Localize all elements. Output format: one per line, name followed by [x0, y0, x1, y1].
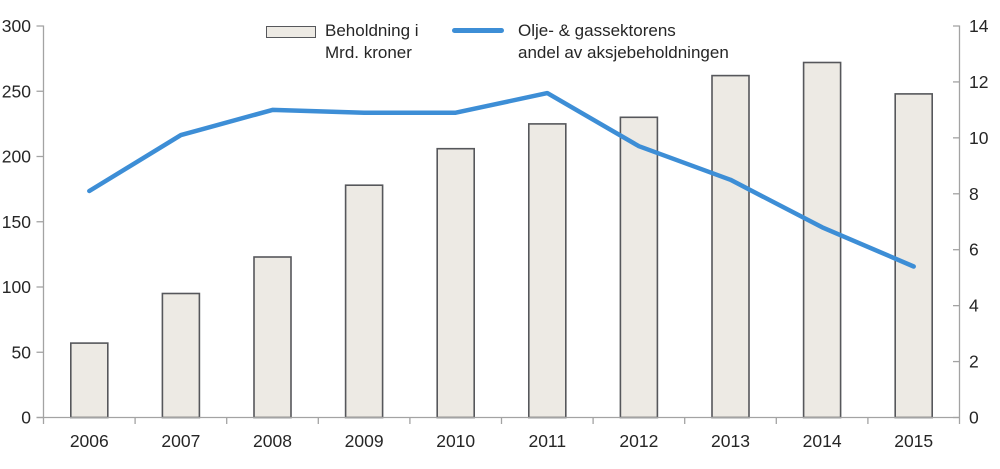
x-axis-category-label: 2009 [345, 431, 384, 451]
left-axis-tick-label: 300 [2, 16, 31, 36]
bar-2006 [70, 342, 109, 419]
left-axis-tick-label: 50 [12, 342, 32, 362]
bar-2009 [344, 184, 384, 419]
legend-label-line: andel av aksjebeholdningen [518, 42, 729, 62]
legend-label-line: Olje- & gassektorens [518, 21, 676, 40]
oil-gas-share-trend-line [87, 90, 916, 269]
bar-2011 [527, 123, 567, 419]
legend-label-line: Mrd. kroner [325, 42, 412, 62]
x-axis-category-label: 2011 [528, 431, 566, 451]
bar-2015 [894, 93, 934, 419]
bar-2012 [619, 116, 659, 419]
legend-label-beholdning: Beholdning i Mrd. kroner [325, 20, 419, 63]
right-axis-tick-label: 10 [969, 128, 989, 148]
x-axis-category-label: 2008 [253, 431, 292, 451]
left-axis-tick-label: 100 [2, 277, 31, 297]
right-axis-tick-label: 8 [969, 184, 979, 204]
left-axis-tick-label: 250 [2, 81, 31, 101]
bar-2014 [802, 61, 842, 419]
legend-label-line: Beholdning i [325, 21, 419, 40]
legend-item-andel: Olje- & gassektorens andel av aksjebehol… [452, 20, 729, 63]
left-axis-tick-label: 0 [21, 408, 31, 428]
bar-2007 [161, 292, 201, 419]
right-axis-tick-label: 0 [969, 408, 979, 428]
x-axis-category-label: 2006 [70, 431, 109, 451]
x-axis-category-label: 2013 [711, 431, 750, 451]
left-axis-tick-label: 200 [2, 147, 31, 167]
x-axis-category-label: 2014 [803, 431, 842, 451]
line-series-swatch [452, 28, 504, 33]
legend-item-beholdning: Beholdning i Mrd. kroner [266, 20, 419, 63]
right-axis-tick-label: 12 [969, 72, 988, 92]
right-axis-tick-label: 6 [969, 240, 979, 260]
x-axis-category-label: 2015 [894, 431, 933, 451]
x-axis-category-label: 2010 [436, 431, 475, 451]
x-axis-category-label: 2007 [161, 431, 200, 451]
legend-label-andel: Olje- & gassektorens andel av aksjebehol… [518, 20, 729, 63]
bar-2010 [436, 147, 476, 419]
bar-2013 [711, 74, 750, 419]
right-axis-tick-label: 14 [969, 16, 989, 36]
bar-2008 [253, 256, 292, 419]
right-axis-tick-label: 2 [969, 352, 979, 372]
bar-series-swatch [266, 26, 316, 38]
right-axis-tick-label: 4 [969, 296, 979, 316]
left-axis-tick-label: 150 [2, 212, 31, 232]
x-axis-category-label: 2012 [619, 431, 658, 451]
